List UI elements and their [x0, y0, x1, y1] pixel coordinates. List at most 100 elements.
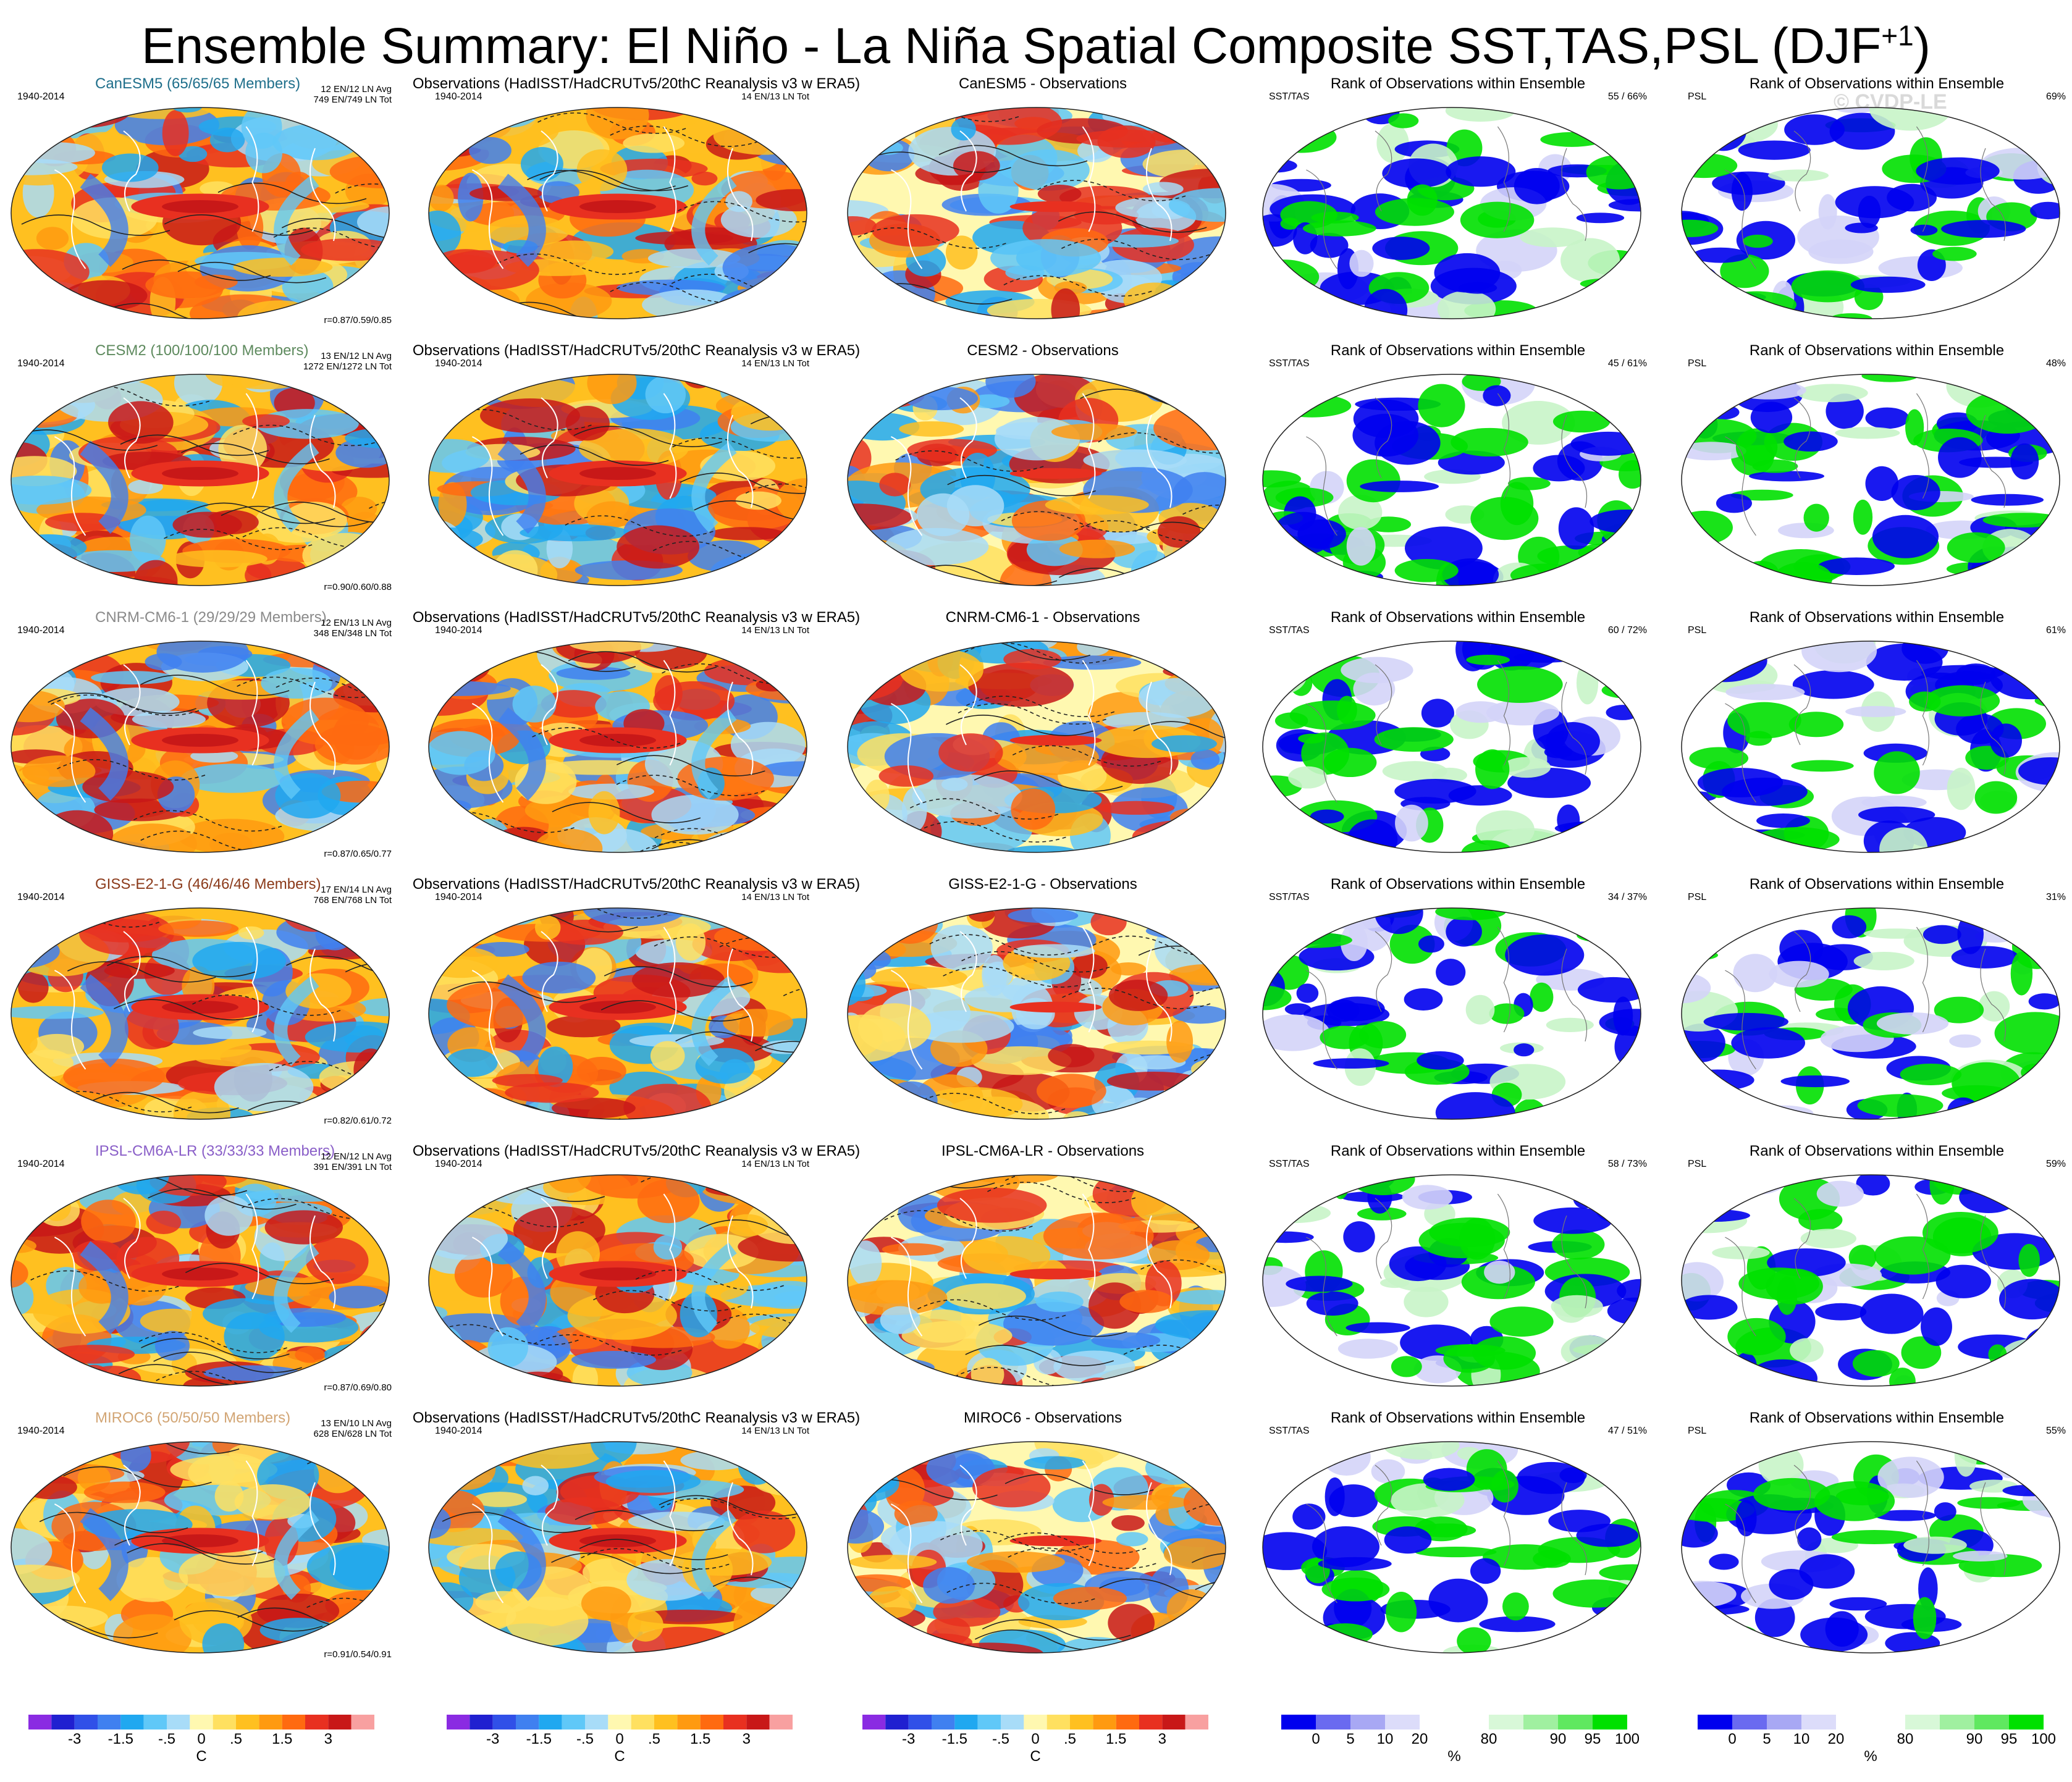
colorbar-tick-label: 5 [1762, 1731, 1771, 1747]
rank-panel-title: Rank of Observations within Ensemble [1749, 75, 2005, 92]
rank-colorbar-2: 0 5 10 20 80 90 95 100% [1698, 1715, 2056, 1765]
page-title: Ensemble Summary: El Niño - La Niña Spat… [141, 18, 1931, 74]
event-counts: 17 EN/14 LN Avg 768 EN/768 LN Tot [314, 885, 392, 906]
period-label: 1940-2014 [435, 1159, 482, 1169]
rank-percent: 45 / 61% [1607, 358, 1647, 369]
colorbar-tick-label: 5 [1346, 1731, 1355, 1747]
colorbar-swatch [328, 1715, 352, 1729]
colorbar-unit: C [614, 1748, 625, 1765]
rank-map [1681, 374, 2060, 586]
colorbar-swatch [932, 1715, 955, 1729]
difference-panel: CanESM5 - Observations [845, 75, 1240, 341]
period-label: 1940-2014 [17, 892, 65, 902]
colorbar-swatch [351, 1715, 374, 1729]
composite-map [847, 1174, 1226, 1387]
period-label: 1940-2014 [435, 358, 482, 369]
model-composite-panel: GISS-E2-1-G (46/46/46 Members) 1940-2014 1… [9, 876, 404, 1141]
colorbar-tick-label: 0 [1312, 1731, 1320, 1747]
colorbar-unit: % [1447, 1748, 1461, 1765]
rank-sst-panel: Rank of Observations within Ensemble SST/… [1260, 1410, 1656, 1675]
rank-percent: 69% [2045, 91, 2066, 102]
composite-map [11, 907, 390, 1120]
period-label: 1940-2014 [17, 1159, 65, 1169]
colorbar-swatch [1116, 1715, 1139, 1729]
period-label: 1940-2014 [17, 625, 65, 636]
rank-map [1262, 374, 1641, 586]
event-count-total: 768 EN/768 LN Tot [313, 895, 392, 906]
obs-panel-title: Observations (HadISST/HadCRUTv5/20thC Re… [412, 75, 861, 92]
rank-map [1681, 907, 2060, 1120]
rank-percent: 31% [2045, 892, 2066, 902]
rank-percent: 48% [2045, 358, 2066, 369]
observations-composite-panel: Observations (HadISST/HadCRUTv5/20thC Re… [413, 342, 860, 608]
rank-percent: 60 / 72% [1607, 625, 1647, 636]
obs-panel-title: Observations (HadISST/HadCRUTv5/20thC Re… [412, 1143, 861, 1159]
event-count-avg: 12 EN/13 LN Avg [321, 618, 392, 628]
colorbar-tick-label: 90 [1549, 1731, 1567, 1747]
colorbar-tick-label: 10 [1793, 1731, 1810, 1747]
colorbar-swatch [1905, 1715, 1940, 1729]
rank-map [1681, 641, 2060, 853]
pattern-correlation: r=0.90/0.60/0.88 [324, 582, 392, 592]
colorbar-swatch [1047, 1715, 1070, 1729]
rank-panel-title: Rank of Observations within Ensemble [1330, 75, 1586, 92]
colorbar-swatch [305, 1715, 329, 1729]
pattern-correlation: r=0.87/0.65/0.77 [324, 849, 392, 859]
composite-map [428, 1174, 807, 1387]
composite-map [11, 374, 390, 586]
observations-composite-panel: Observations (HadISST/HadCRUTv5/20thC Re… [413, 876, 860, 1141]
colorbar-swatch [1385, 1715, 1420, 1729]
event-count-avg: 17 EN/14 LN Avg [321, 885, 392, 895]
colorbar-tick-label: .5 [229, 1731, 243, 1747]
colorbar-tick-label: 95 [1584, 1731, 1601, 1747]
colorbar-swatch [1024, 1715, 1047, 1729]
colorbar-tick-label: -.5 [576, 1731, 594, 1747]
colorbar-swatch [1489, 1715, 1523, 1729]
observations-composite-panel: Observations (HadISST/HadCRUTv5/20thC Re… [413, 609, 860, 875]
rank-percent: 55% [2045, 1426, 2066, 1436]
event-count-total: 14 EN/13 LN Tot [741, 625, 809, 636]
rank-panel-title: Rank of Observations within Ensemble [1749, 609, 2005, 626]
colorbar-swatch [120, 1715, 144, 1729]
event-count-avg: 13 EN/12 LN Avg [321, 351, 392, 361]
colorbar-swatch [492, 1715, 516, 1729]
colorbar-swatch [1871, 1715, 1905, 1729]
model-panel-title: GISS-E2-1-G (46/46/46 Members) [95, 876, 321, 893]
colorbar-tick-label: 80 [1480, 1731, 1497, 1747]
period-label: 1940-2014 [435, 1426, 482, 1436]
colorbar-tick-label: 0 [615, 1731, 624, 1747]
event-count-total: 14 EN/13 LN Tot [741, 91, 809, 102]
observations-composite-panel: Observations (HadISST/HadCRUTv5/20thC Re… [413, 1410, 860, 1675]
rank-sst-panel: Rank of Observations within Ensemble SST/… [1260, 876, 1656, 1141]
composite-map [428, 907, 807, 1120]
model-composite-panel: MIROC6 (50/50/50 Members) 1940-2014 13 EN/… [9, 1410, 404, 1675]
colorbar-swatch [51, 1715, 75, 1729]
obs-panel-title: Observations (HadISST/HadCRUTv5/20thC Re… [412, 1410, 861, 1426]
variable-label: PSL [1688, 358, 1707, 369]
colorbar-unit: C [196, 1748, 207, 1765]
colorbar-swatch [539, 1715, 562, 1729]
rank-panel-title: Rank of Observations within Ensemble [1330, 1143, 1586, 1159]
event-count-total: 14 EN/13 LN Tot [741, 358, 809, 369]
event-count-total: 391 EN/391 LN Tot [313, 1162, 392, 1172]
colorbar-tick-label: 0 [1728, 1731, 1737, 1747]
colorbar-swatch [1523, 1715, 1558, 1729]
colorbar-tick-label: -3 [67, 1731, 82, 1747]
colorbar-tick-label: 1.5 [1105, 1731, 1127, 1747]
period-label: 1940-2014 [17, 358, 65, 369]
temperature-colorbar-2: -3 -1.5 -.5 0 .5 1.5 3 C [447, 1715, 793, 1765]
colorbar-swatch [954, 1715, 978, 1729]
rank-map [1262, 107, 1641, 319]
pattern-correlation: r=0.82/0.61/0.72 [324, 1116, 392, 1126]
colorbar-swatch [885, 1715, 909, 1729]
difference-panel: CNRM-CM6-1 - Observations [845, 609, 1240, 875]
colorbar-tick-label: 100 [2031, 1731, 2057, 1747]
rank-percent: 55 / 66% [1607, 91, 1647, 102]
colorbar-swatch [1801, 1715, 1836, 1729]
colorbar-unit: % [1864, 1748, 1877, 1765]
period-label: 1940-2014 [435, 892, 482, 902]
colorbar-tick-label: -.5 [992, 1731, 1010, 1747]
variable-label: SST/TAS [1269, 1426, 1310, 1436]
colorbar-tick-label: -.5 [158, 1731, 176, 1747]
rank-sst-panel: Rank of Observations within Ensemble SST/… [1260, 1143, 1656, 1408]
